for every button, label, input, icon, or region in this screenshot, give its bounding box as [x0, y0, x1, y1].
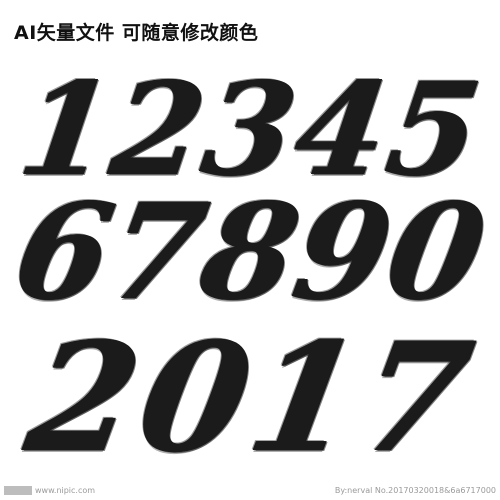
digit-row-1: 1 2 3 4 5 [0, 55, 500, 205]
headline-text: AI矢量文件 可随意修改颜色 [14, 22, 259, 44]
site-logo-icon [4, 486, 32, 495]
year-row: 2 0 1 7 [0, 310, 500, 486]
digit-row-2: 6 7 8 9 0 [0, 175, 500, 330]
watermark-site-text: www.nipic.com [35, 486, 96, 495]
brush-digit: 0 [127, 309, 263, 486]
brush-digit: 2 [16, 309, 153, 486]
watermark-left: www.nipic.com [4, 485, 95, 497]
brush-digit: 1 [237, 309, 373, 486]
brush-digit: 7 [347, 309, 484, 486]
watermark-right: By:nerval No.20170320018&6a6717000 [334, 486, 496, 495]
